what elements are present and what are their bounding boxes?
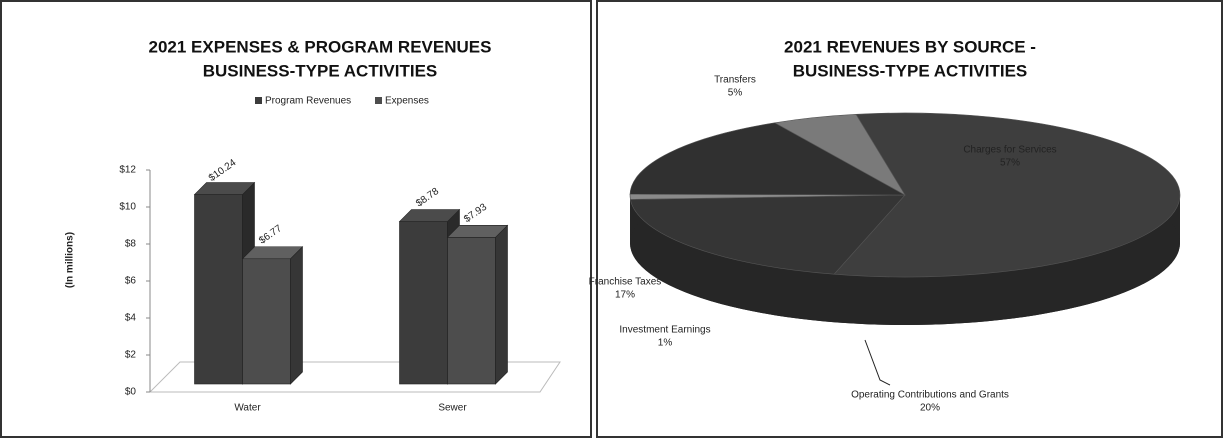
bar-top bbox=[398, 209, 461, 222]
slice-label: Operating Contributions and Grants bbox=[851, 390, 1009, 401]
bar-side bbox=[495, 224, 508, 385]
chart-title: 2021 REVENUES BY SOURCE - bbox=[784, 37, 1036, 56]
legend-swatch bbox=[375, 97, 382, 104]
y-tick-label: $12 bbox=[119, 165, 136, 176]
legend-label: Expenses bbox=[385, 96, 429, 107]
data-label: $8.78 bbox=[414, 186, 441, 210]
bar-top bbox=[193, 182, 256, 195]
y-tick-label: $2 bbox=[125, 350, 137, 361]
slice-label: Franchise Taxes bbox=[589, 277, 662, 288]
right-panel bbox=[596, 0, 1223, 438]
pie-slice bbox=[630, 194, 906, 275]
y-tick-label: $0 bbox=[125, 387, 137, 398]
data-label: $10.24 bbox=[207, 157, 239, 184]
chart-title: 2021 EXPENSES & PROGRAM REVENUES bbox=[149, 37, 492, 56]
y-tick-label: $8 bbox=[125, 239, 137, 250]
data-label: $7.93 bbox=[462, 201, 489, 225]
x-tick-label: Sewer bbox=[438, 403, 467, 414]
slice-label: Charges for Services bbox=[963, 145, 1056, 156]
y-tick-label: $4 bbox=[125, 313, 137, 324]
pie-slice bbox=[833, 112, 1181, 278]
slice-label: Transfers bbox=[714, 75, 756, 86]
data-label: $6.77 bbox=[257, 223, 284, 247]
legend-swatch bbox=[255, 97, 262, 104]
leader-line bbox=[864, 339, 891, 386]
slice-value: 20% bbox=[920, 403, 940, 414]
floor bbox=[148, 361, 561, 393]
x-tick-label: Water bbox=[234, 403, 261, 414]
bar bbox=[194, 194, 243, 385]
pie-slice bbox=[773, 114, 906, 196]
chart-title: BUSINESS-TYPE ACTIVITIES bbox=[203, 61, 438, 80]
chart-title: BUSINESS-TYPE ACTIVITIES bbox=[793, 61, 1028, 80]
slice-value: 57% bbox=[1000, 158, 1020, 169]
y-axis-label: (In millions) bbox=[65, 232, 76, 288]
bar bbox=[447, 236, 496, 385]
bar-top bbox=[241, 246, 304, 260]
slice-value: 17% bbox=[615, 290, 635, 301]
slice-value: 5% bbox=[728, 88, 743, 99]
slice-value: 1% bbox=[658, 338, 673, 349]
bar-side bbox=[290, 246, 303, 385]
legend-label: Program Revenues bbox=[265, 96, 351, 107]
bar-top bbox=[446, 224, 509, 238]
y-tick-label: $6 bbox=[125, 276, 137, 287]
bar bbox=[242, 258, 291, 385]
y-tick-label: $10 bbox=[119, 202, 136, 213]
pie-slice bbox=[629, 122, 906, 196]
left-panel bbox=[0, 0, 592, 438]
slice-label: Investment Earnings bbox=[619, 325, 710, 336]
bar bbox=[399, 221, 448, 385]
